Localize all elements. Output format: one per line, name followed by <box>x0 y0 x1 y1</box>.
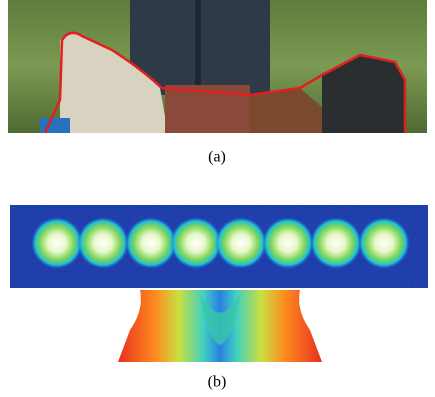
blue-object <box>40 118 70 133</box>
hot-spot <box>77 217 129 269</box>
caption: (b) <box>208 374 227 391</box>
hot-spot <box>358 217 410 269</box>
hot-spot <box>31 217 83 269</box>
heatmap <box>10 205 428 362</box>
figure: (a) (b) <box>0 0 435 392</box>
caption: (a) <box>208 149 226 166</box>
hot-spot <box>262 217 314 269</box>
page: (a) (b) (() => { const data = JSON.parse… <box>0 0 435 392</box>
photo <box>8 0 427 133</box>
hot-spot <box>215 217 267 269</box>
leg-gap <box>195 0 201 95</box>
hot-spot <box>170 217 222 269</box>
hot-spot <box>310 217 362 269</box>
hot-spot <box>125 217 177 269</box>
